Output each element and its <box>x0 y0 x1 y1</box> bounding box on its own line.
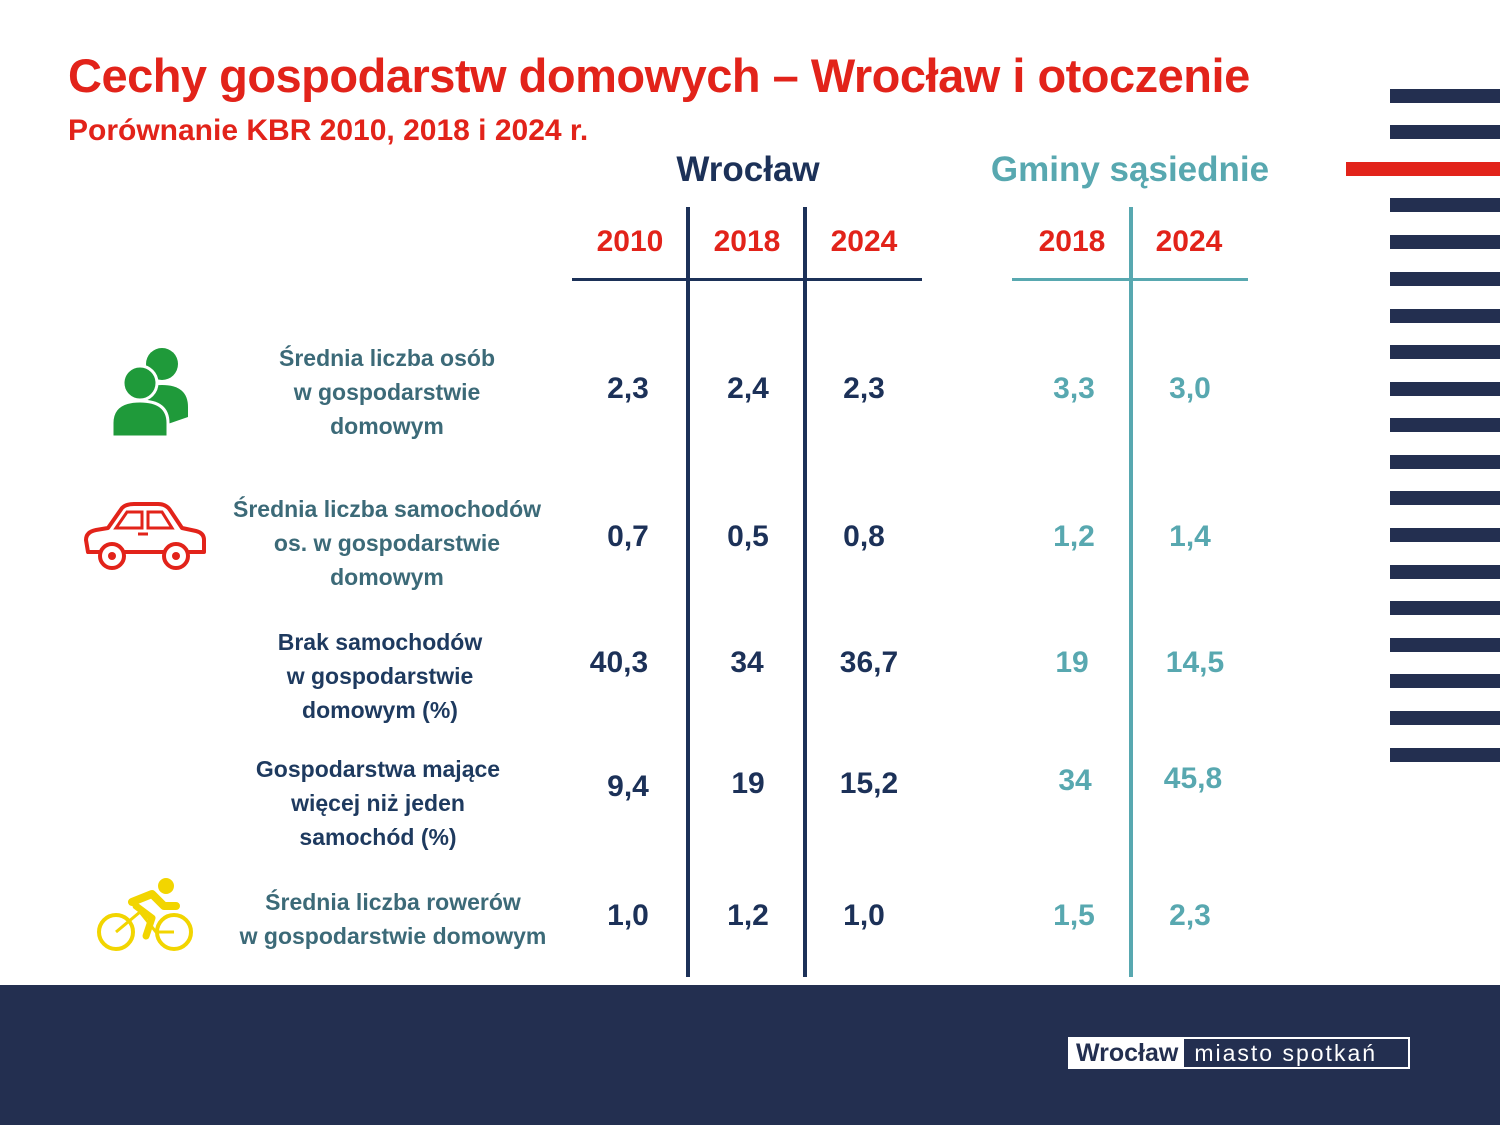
value-cell: 9,4 <box>607 770 649 803</box>
page-title: Cechy gospodarstw domowych – Wrocław i o… <box>68 49 1250 102</box>
group-header-wroclaw: Wrocław <box>676 150 820 189</box>
row-label-line: Średnia liczba rowerów <box>265 889 521 915</box>
decor-stripe <box>1390 89 1500 103</box>
value-cell: 14,5 <box>1165 646 1225 679</box>
value-cell: 2,3 <box>607 372 649 405</box>
year-header-wro-2018: 2018 <box>713 225 781 258</box>
logo-city-name: Wrocław <box>1070 1039 1185 1067</box>
year-header-gminy-2018: 2018 <box>1038 225 1106 258</box>
row-label-line: Średnia liczba samochodów <box>232 496 542 522</box>
value-cell: 0,8 <box>843 520 885 553</box>
value-cell: 36,7 <box>839 646 899 679</box>
people-icon <box>110 348 188 439</box>
header-rule-wroclaw <box>572 278 922 281</box>
decor-stripe <box>1390 601 1500 615</box>
accent-stripe-red <box>1346 162 1500 176</box>
logo-slogan: miasto spotkań <box>1194 1040 1378 1066</box>
value-cell: 34 <box>1058 764 1092 797</box>
row-label-line: samochód (%) <box>299 824 457 850</box>
decor-stripe <box>1390 309 1500 323</box>
decor-stripe <box>1390 382 1500 396</box>
value-cell: 1,2 <box>1053 520 1095 553</box>
value-cell: 45,8 <box>1163 762 1223 795</box>
decor-stripe <box>1390 748 1500 762</box>
value-cell: 1,0 <box>607 899 649 932</box>
value-cell: 1,0 <box>843 899 885 932</box>
decor-stripe <box>1390 491 1500 505</box>
value-cell: 2,3 <box>1169 899 1211 932</box>
decor-stripe <box>1390 272 1500 286</box>
year-header-wro-2010: 2010 <box>596 225 664 258</box>
column-divider <box>1129 207 1133 977</box>
decor-stripe <box>1390 235 1500 249</box>
decor-stripe <box>1390 711 1500 725</box>
row-label-line: domowym <box>330 413 444 439</box>
decor-stripe <box>1390 125 1500 139</box>
value-cell: 19 <box>1055 646 1089 679</box>
page-subtitle: Porównanie KBR 2010, 2018 i 2024 r. <box>68 114 589 147</box>
column-divider <box>686 207 690 977</box>
decor-stripe <box>1390 674 1500 688</box>
value-cell: 1,4 <box>1169 520 1211 553</box>
value-cell: 2,3 <box>843 372 885 405</box>
value-cell: 2,4 <box>727 372 769 405</box>
decor-stripe <box>1390 528 1500 542</box>
row-label-bikes: Średnia liczba rowerów w gospodarstwie d… <box>203 885 583 953</box>
value-cell: 19 <box>731 767 765 800</box>
row-label-line: domowym (%) <box>302 697 458 723</box>
row-label-cars: Średnia liczba samochodów os. w gospodar… <box>197 492 577 594</box>
decor-stripe <box>1390 345 1500 359</box>
year-header-wro-2024: 2024 <box>830 225 898 258</box>
row-label-line: Brak samochodów <box>277 629 483 655</box>
column-divider <box>803 207 807 977</box>
row-label-line: w gospodarstwie <box>286 663 474 689</box>
row-label-line: więcej niż jeden <box>291 790 465 816</box>
row-label-line: Gospodarstwa mające <box>255 756 501 782</box>
value-cell: 3,0 <box>1169 372 1211 405</box>
value-cell: 34 <box>730 646 764 679</box>
row-label-persons: Średnia liczba osób w gospodarstwie domo… <box>197 341 577 443</box>
car-icon <box>84 502 206 570</box>
decor-stripe <box>1390 638 1500 652</box>
row-label-line: os. w gospodarstwie <box>273 530 501 556</box>
row-label-line: domowym <box>330 564 444 590</box>
decor-stripe <box>1390 455 1500 469</box>
row-label-multi-car: Gospodarstwa mające więcej niż jeden sam… <box>188 752 568 854</box>
row-label-line: Średnia liczba osób <box>279 345 495 371</box>
footer-band <box>0 985 1500 1125</box>
value-cell: 3,3 <box>1053 372 1095 405</box>
cyclist-icon <box>97 878 193 951</box>
value-cell: 1,5 <box>1053 899 1095 932</box>
value-cell: 1,2 <box>727 899 769 932</box>
row-label-no-car: Brak samochodów w gospodarstwie domowym … <box>190 625 570 727</box>
decor-stripe <box>1390 418 1500 432</box>
row-label-line: w gospodarstwie domowym <box>239 923 547 949</box>
decor-stripe <box>1390 198 1500 212</box>
row-label-line: w gospodarstwie <box>293 379 481 405</box>
value-cell: 40,3 <box>589 646 649 679</box>
group-header-gminy: Gminy sąsiednie <box>990 150 1270 189</box>
value-cell: 0,5 <box>727 520 769 553</box>
year-header-gminy-2024: 2024 <box>1155 225 1223 258</box>
value-cell: 0,7 <box>607 520 649 553</box>
decor-stripe <box>1390 565 1500 579</box>
value-cell: 15,2 <box>839 767 899 800</box>
city-logo: Wrocław miasto spotkań <box>1068 1037 1410 1069</box>
